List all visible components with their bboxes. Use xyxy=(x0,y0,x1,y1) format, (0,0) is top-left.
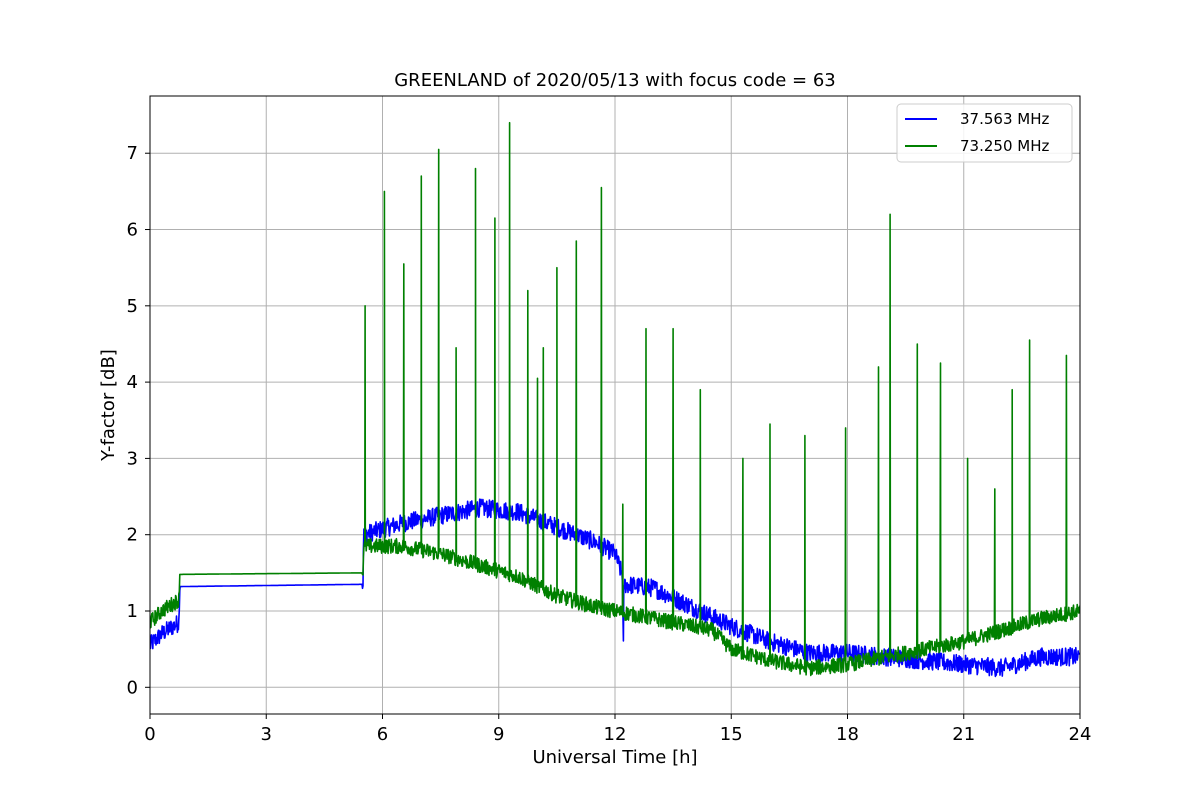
plot-area xyxy=(150,121,1080,678)
y-tick-label: 3 xyxy=(127,448,138,469)
series-line-0 xyxy=(150,498,1080,678)
x-tick-label: 9 xyxy=(493,724,504,745)
x-tick-label: 3 xyxy=(261,724,272,745)
x-tick-label: 24 xyxy=(1069,724,1092,745)
y-tick-label: 6 xyxy=(127,220,138,241)
series-layer xyxy=(150,121,1080,678)
y-tick-label: 7 xyxy=(127,143,138,164)
y-tick-label: 0 xyxy=(127,677,138,698)
y-tick-label: 5 xyxy=(127,296,138,317)
x-tick-label: 6 xyxy=(377,724,388,745)
y-tick-label: 1 xyxy=(127,601,138,622)
series-line-1 xyxy=(150,121,1080,677)
y-tick-label: 4 xyxy=(127,372,138,393)
legend-box xyxy=(896,103,1073,163)
x-tick-label: 18 xyxy=(836,724,859,745)
y-tick-label: 2 xyxy=(127,525,138,546)
legend-label-37563: 37.563 MHz xyxy=(960,110,1049,128)
x-tick-label: 0 xyxy=(144,724,155,745)
legend-label-73250: 73.250 MHz xyxy=(960,137,1049,155)
legend: 37.563 MHz 73.250 MHz xyxy=(896,103,1073,163)
x-axis-label: Universal Time [h] xyxy=(532,747,697,768)
y-axis-label: Y-factor [dB] xyxy=(98,349,119,462)
x-tick-label: 21 xyxy=(952,724,975,745)
x-tick-label: 15 xyxy=(720,724,743,745)
x-tick-label: 12 xyxy=(604,724,627,745)
chart-title: GREENLAND of 2020/05/13 with focus code … xyxy=(394,70,836,91)
